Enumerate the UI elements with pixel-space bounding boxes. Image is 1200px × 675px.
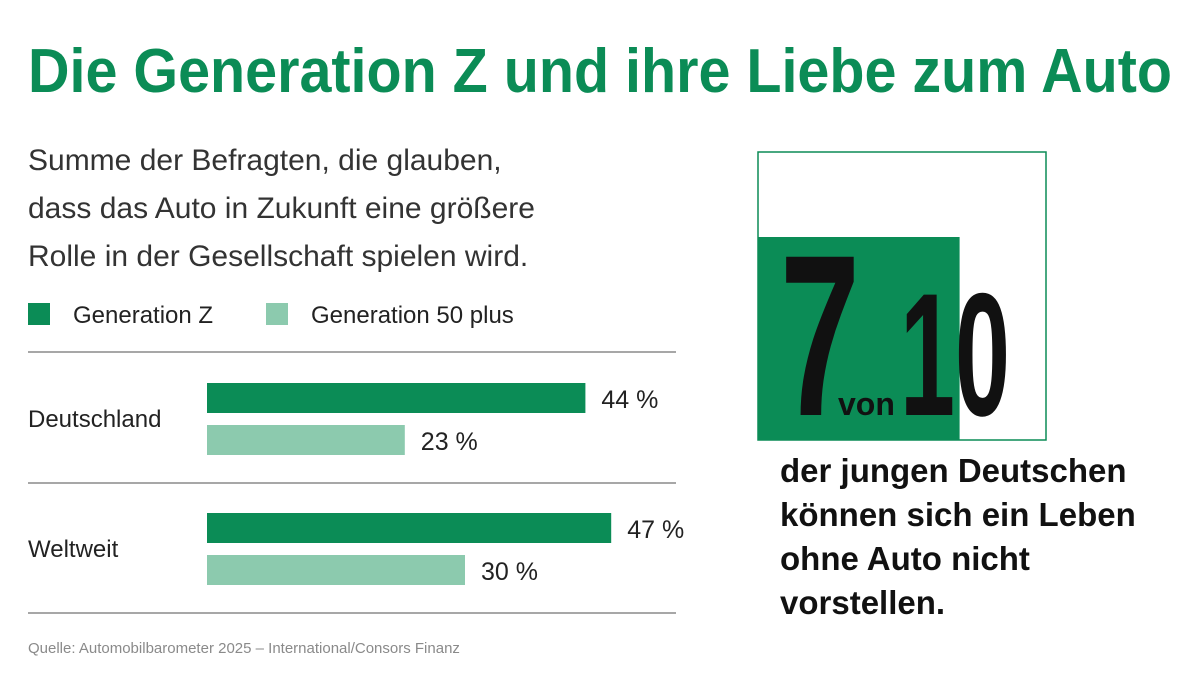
plot: Generation Z Generation 50 plus Deutschlan… [28,302,684,586]
source: Quelle: Automobilbarometer 2025 – Intern… [28,640,460,657]
bar [207,513,612,543]
bar [207,555,465,585]
subtitle: dass das Auto in Zukunft eine größere [28,192,535,225]
callout-numerator: 7 [780,207,860,464]
callout-denominator: 10 [900,258,1010,453]
bar [207,425,405,455]
callout [758,237,960,440]
bar [207,383,586,413]
value-label: 23 % [421,428,478,456]
legend-label: Generation Z [73,302,213,329]
category-label: Deutschland [28,406,161,433]
callout-fraction [758,237,960,440]
callout-text: ohne Auto nicht [780,540,1030,577]
value-label: 47 % [627,516,684,544]
legend-swatch [266,303,288,325]
value-label: 44 % [601,386,658,414]
callout-text: vorstellen. [780,584,945,621]
subtitle: Rolle in der Gesellschaft spielen wird. [28,240,528,273]
legend-label: Generation 50 plus [311,302,514,329]
chart-title: Die Generation Z und ihre Liebe zum Auto [28,37,1172,106]
value-label: 30 % [481,558,538,586]
subtitle: Summe der Befragten, die glauben, [28,144,502,177]
category-label: Weltweit [28,536,119,563]
callout-text: können sich ein Leben [780,496,1136,533]
callout-connector: von [838,386,895,422]
legend-swatch [28,303,50,325]
callout-text: der jungen Deutschen [780,452,1127,489]
